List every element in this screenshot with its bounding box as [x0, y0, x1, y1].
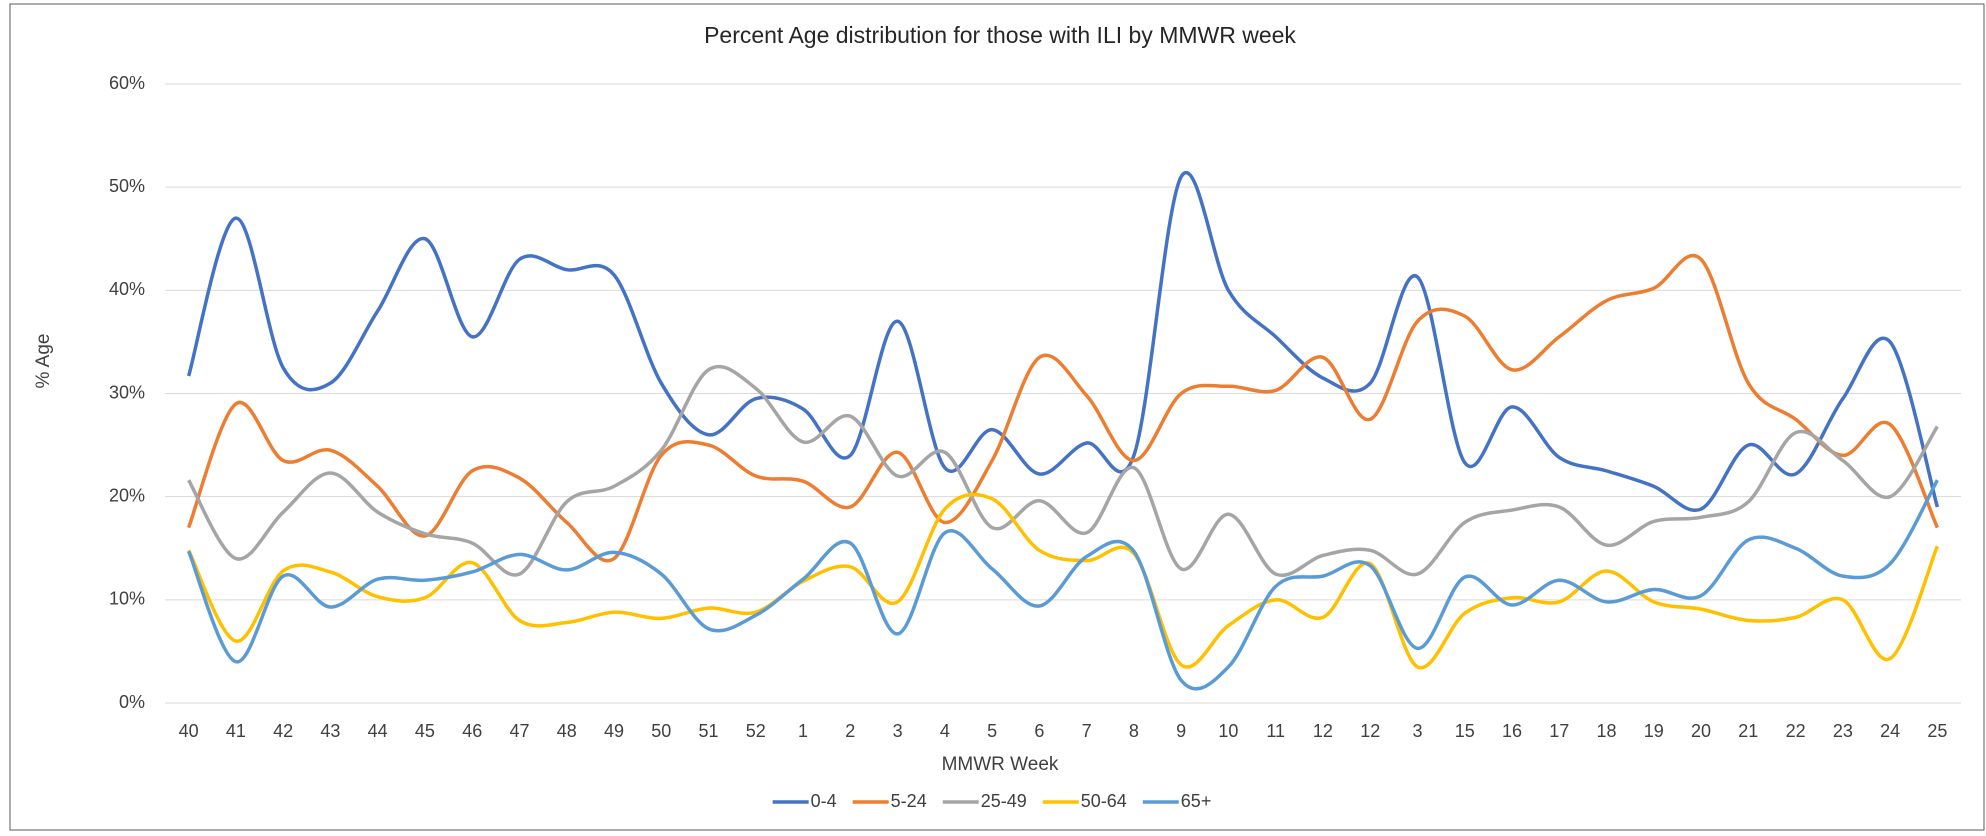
- y-tick-label: 60%: [109, 73, 145, 93]
- series-line: [186, 254, 1939, 563]
- x-tick-label: 6: [1034, 721, 1044, 741]
- x-tick-label: 51: [699, 721, 719, 741]
- series-line: [187, 479, 1939, 691]
- series-line: [186, 171, 1940, 513]
- x-tick-label: 9: [1176, 721, 1186, 741]
- x-tick-label: 25: [1927, 721, 1947, 741]
- x-tick-label: 44: [368, 721, 388, 741]
- x-tick-label: 46: [462, 721, 482, 741]
- x-tick-label: 15: [1455, 721, 1475, 741]
- x-tick-label: 1: [798, 721, 808, 741]
- x-tick-label: 48: [557, 721, 577, 741]
- x-tick-label: 20: [1691, 721, 1711, 741]
- x-tick-label: 47: [509, 721, 529, 741]
- x-tick-label: 10: [1218, 721, 1238, 741]
- x-axis-title: MMWR Week: [942, 754, 1059, 775]
- x-tick-label: 21: [1738, 721, 1758, 741]
- y-tick-label: 50%: [109, 176, 145, 196]
- series-line: [187, 364, 1939, 578]
- x-tick-label: 49: [604, 721, 624, 741]
- chart-border: [9, 3, 1985, 831]
- legend-label: 25-49: [981, 791, 1027, 811]
- legend-label: 5-24: [891, 791, 927, 811]
- x-tick-label: 3: [1412, 721, 1422, 741]
- x-tick-label: 50: [651, 721, 671, 741]
- y-tick-label: 30%: [109, 382, 145, 402]
- y-tick-label: 20%: [109, 485, 145, 505]
- x-tick-label: 17: [1549, 721, 1569, 741]
- y-tick-label: 10%: [109, 589, 145, 609]
- legend-label: 65+: [1181, 791, 1212, 811]
- y-tick-label: 40%: [109, 279, 145, 299]
- x-tick-label: 12: [1360, 721, 1380, 741]
- y-axis-title: % Age: [33, 334, 54, 389]
- x-tick-label: 11: [1266, 721, 1285, 741]
- x-tick-label: 43: [320, 721, 340, 741]
- x-tick-label: 41: [226, 721, 246, 741]
- y-tick-label: 0%: [119, 692, 145, 712]
- chart-title: Percent Age distribution for those with …: [704, 22, 1296, 48]
- x-tick-label: 22: [1786, 721, 1806, 741]
- legend-label: 0-4: [811, 791, 837, 811]
- x-tick-label: 52: [746, 721, 766, 741]
- series-line: [187, 492, 1939, 670]
- x-tick-label: 8: [1129, 721, 1139, 741]
- x-tick-label: 3: [893, 721, 903, 741]
- x-tick-label: 40: [179, 721, 199, 741]
- x-tick-label: 7: [1082, 721, 1092, 741]
- x-tick-label: 4: [940, 721, 950, 741]
- x-tick-label: 23: [1833, 721, 1853, 741]
- x-tick-label: 19: [1644, 721, 1664, 741]
- x-tick-label: 12: [1313, 721, 1333, 741]
- x-tick-label: 18: [1597, 721, 1617, 741]
- x-tick-label: 5: [987, 721, 997, 741]
- x-tick-label: 42: [273, 721, 293, 741]
- x-tick-label: 24: [1880, 721, 1900, 741]
- legend-label: 50-64: [1081, 791, 1127, 811]
- x-tick-label: 2: [845, 721, 855, 741]
- x-tick-label: 45: [415, 721, 435, 741]
- x-tick-label: 16: [1502, 721, 1522, 741]
